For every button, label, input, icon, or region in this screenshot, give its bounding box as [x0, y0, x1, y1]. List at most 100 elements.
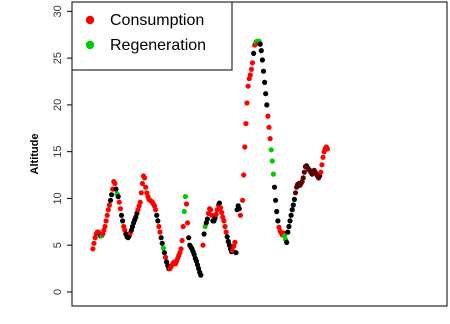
data-point-consumption [218, 205, 224, 211]
data-point-consumption [157, 229, 163, 235]
data-point-consumption [105, 207, 111, 213]
data-point-consumption [143, 184, 149, 190]
data-point-other [260, 68, 267, 74]
y-axis-label: Altitude [29, 134, 41, 175]
data-point-consumption [267, 136, 273, 142]
data-point-consumption [116, 199, 122, 205]
data-point-consumption [179, 237, 185, 244]
data-point-other [120, 218, 126, 224]
y-tick-label: 20 [52, 99, 64, 111]
data-point-consumption [142, 175, 148, 181]
data-point-consumption [240, 197, 246, 203]
data-point-consumption [180, 223, 186, 230]
data-point-other [288, 212, 294, 218]
data-point-other [186, 235, 192, 241]
data-point-consumption [232, 239, 238, 245]
data-point-consumption [243, 121, 249, 127]
data-point-other [198, 272, 204, 278]
data-point-consumption [244, 100, 250, 106]
data-point-other [224, 234, 230, 240]
data-point-consumption [178, 246, 184, 252]
data-point-other [109, 192, 115, 198]
data-point-consumption [318, 169, 324, 175]
y-tick-label: 15 [52, 146, 64, 158]
data-point-regeneration [269, 158, 275, 164]
data-point-consumption [139, 180, 145, 187]
data-point-consumption [91, 240, 97, 246]
plot-frame [71, 1, 448, 307]
data-point-other [275, 218, 281, 224]
legend-box [71, 1, 233, 71]
data-point-consumption [185, 220, 191, 226]
data-point-consumption [213, 211, 219, 217]
y-tick-label: 5 [52, 242, 64, 248]
data-point-consumption [112, 180, 118, 187]
data-point-consumption [247, 72, 253, 78]
data-point-consumption [137, 199, 143, 205]
y-tick-label: 10 [52, 192, 64, 204]
data-point-other [264, 102, 270, 108]
data-point-other [263, 91, 269, 97]
data-point-consumption [104, 212, 110, 218]
data-point-consumption [153, 207, 159, 213]
data-point-other [259, 57, 265, 63]
data-point-consumption [222, 223, 228, 230]
data-point-dark-segment [300, 175, 306, 181]
data-point-other [291, 196, 297, 202]
data-point-other [204, 216, 210, 222]
data-point-dark-segment [301, 169, 307, 175]
data-point-other [262, 79, 268, 85]
data-point-consumption [183, 201, 190, 207]
data-point-consumption [249, 60, 256, 66]
data-point-other [284, 239, 290, 245]
data-point-regeneration [182, 194, 188, 200]
data-point-other [273, 197, 279, 203]
data-point-regeneration [160, 245, 166, 251]
data-point-other [271, 184, 278, 190]
data-point-other [107, 197, 114, 203]
y-axis: 0 5 10 15 20 25 30 [52, 5, 72, 295]
data-point-other [257, 41, 263, 47]
legend-label-regeneration: Regeneration [110, 37, 206, 54]
y-tick-label: 25 [52, 52, 64, 64]
data-point-other [155, 218, 161, 224]
data-point-consumption [266, 124, 272, 130]
data-points [90, 38, 330, 278]
data-point-other [115, 194, 121, 200]
data-point-consumption [200, 242, 206, 248]
data-point-dark-segment [292, 190, 299, 196]
data-point-other [158, 235, 164, 241]
legend: Consumption Regeneration [71, 1, 233, 71]
data-point-consumption [208, 207, 214, 213]
data-point-consumption [90, 246, 96, 252]
data-point-consumption [324, 146, 330, 152]
data-point-other [233, 250, 239, 256]
legend-label-consumption: Consumption [110, 12, 204, 29]
data-point-regeneration [268, 147, 274, 153]
data-point-consumption [162, 254, 169, 260]
data-point-other [159, 240, 165, 246]
data-point-consumption [320, 154, 326, 160]
data-point-other [154, 212, 160, 218]
data-point-other [216, 200, 223, 206]
data-point-other [258, 48, 264, 54]
data-point-consumption [319, 162, 325, 168]
data-point-other [201, 231, 207, 237]
data-point-other [251, 50, 257, 57]
data-point-other [286, 223, 292, 230]
data-point-consumption [156, 223, 162, 230]
y-tick-label: 0 [52, 289, 64, 295]
data-point-other [118, 212, 125, 218]
data-point-consumption [102, 223, 108, 230]
data-point-consumption [138, 190, 144, 196]
data-point-consumption [117, 206, 123, 212]
data-point-other [289, 207, 295, 213]
data-point-consumption [223, 229, 229, 235]
data-point-other [113, 186, 119, 192]
legend-marker-consumption [85, 15, 95, 25]
data-point-regeneration [270, 171, 276, 177]
data-point-consumption [237, 212, 243, 218]
data-point-consumption [241, 172, 247, 178]
data-point-consumption [106, 202, 112, 208]
